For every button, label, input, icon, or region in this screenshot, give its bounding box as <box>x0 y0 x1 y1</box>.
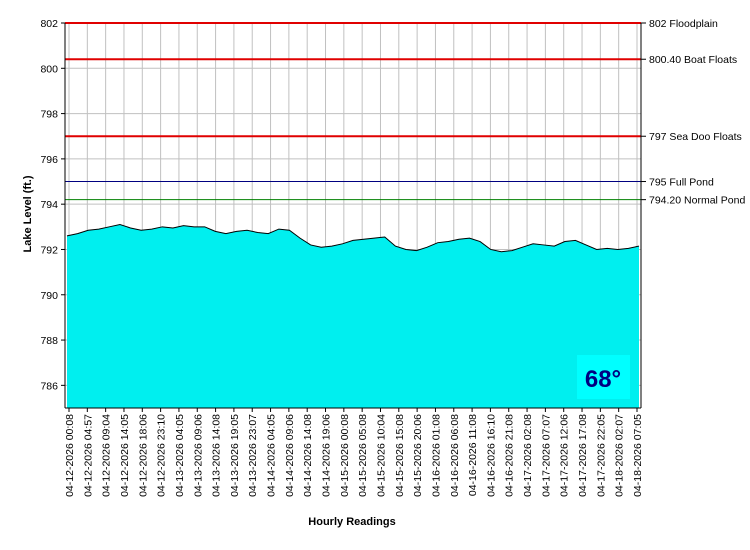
x-tick-label: 04-12-2026 14:05 <box>119 414 131 497</box>
y-tick-label: 798 <box>40 109 58 121</box>
temperature-badge-background <box>577 355 630 399</box>
x-tick-label: 04-14-2026 09:06 <box>284 414 296 497</box>
x-tick-label: 04-16-2026 06:08 <box>449 414 461 497</box>
x-tick-label: 04-14-2026 19:06 <box>321 414 333 497</box>
level-area-hatching <box>67 224 639 408</box>
x-tick-label: 04-16-2026 16:10 <box>485 414 497 497</box>
axes <box>61 22 646 412</box>
level-area <box>66 224 640 408</box>
x-tick-label: 04-14-2026 14:08 <box>302 414 314 497</box>
x-tick-label: 04-12-2026 18:06 <box>137 414 149 497</box>
reference-label: 802 Floodplain <box>649 18 718 30</box>
x-tick-label: 04-13-2026 04:05 <box>174 414 186 497</box>
x-tick-label: 04-17-2026 12:06 <box>559 414 571 497</box>
x-tick-label: 04-15-2026 00:08 <box>339 414 351 497</box>
y-tick-label: 794 <box>40 199 58 211</box>
x-tick-label: 04-17-2026 17:08 <box>577 414 589 497</box>
x-axis-title: Hourly Readings <box>308 516 395 528</box>
temperature-badge: 68° <box>577 355 630 399</box>
reference-labels: 802 Floodplain 800.40 Boat Floats 797 Sea … <box>649 18 745 207</box>
reference-lines <box>65 22 641 201</box>
y-axis-title: Lake Level (ft.) <box>22 175 34 252</box>
x-tick-label: 04-13-2026 23:07 <box>247 414 259 497</box>
y-tick-label: 786 <box>40 380 58 392</box>
x-tick-label: 04-14-2026 04:05 <box>266 414 278 497</box>
temperature-value: 68° <box>585 366 621 393</box>
y-tick-label: 802 <box>40 18 58 30</box>
x-tick-label: 04-16-2026 01:08 <box>430 414 442 497</box>
y-tick-label: 788 <box>40 335 58 347</box>
reference-label: 795 Full Pond <box>649 177 714 189</box>
y-tick-label: 796 <box>40 154 58 166</box>
x-tick-label: 04-18-2026 07:05 <box>632 414 644 497</box>
x-tick-label: 04-15-2026 15:08 <box>394 414 406 497</box>
x-tick-labels: 04-12-2026 00:08 04-12-2026 04:57 04-12-20… <box>64 414 644 497</box>
x-tick-label: 04-16-2026 21:08 <box>504 414 516 497</box>
x-tick-label: 04-17-2026 22:05 <box>595 414 607 497</box>
x-tick-label: 04-17-2026 07:07 <box>540 414 552 497</box>
reference-label: 794.20 Normal Pond <box>649 195 745 207</box>
x-tick-label: 04-16-2026 11:08 <box>467 414 479 496</box>
x-tick-label: 04-12-2026 23:10 <box>156 414 168 497</box>
x-tick-label: 04-15-2026 20:06 <box>412 414 424 497</box>
x-tick-label: 04-12-2026 00:08 <box>64 414 76 497</box>
x-tick-label: 04-13-2026 14:08 <box>211 414 223 497</box>
x-tick-label: 04-12-2026 09:04 <box>101 414 113 497</box>
x-tick-label: 04-17-2026 02:08 <box>522 414 534 497</box>
x-tick-label: 04-15-2026 05:08 <box>357 414 369 497</box>
reference-label: 800.40 Boat Floats <box>649 54 737 66</box>
reference-label: 797 Sea Doo Floats <box>649 131 742 143</box>
y-tick-label: 790 <box>40 290 58 302</box>
x-tick-label: 04-12-2026 04:57 <box>82 414 94 497</box>
x-tick-label: 04-13-2026 09:06 <box>192 414 204 497</box>
y-tick-labels: 786 788 790 792 794 796 798 800 802 <box>40 18 58 392</box>
y-tick-label: 800 <box>40 63 58 75</box>
x-tick-label: 04-18-2026 02:07 <box>614 414 626 497</box>
x-tick-label: 04-13-2026 19:05 <box>229 414 241 497</box>
y-tick-label: 792 <box>40 244 58 256</box>
x-tick-label: 04-15-2026 10:04 <box>375 414 387 497</box>
level-line <box>66 224 640 253</box>
